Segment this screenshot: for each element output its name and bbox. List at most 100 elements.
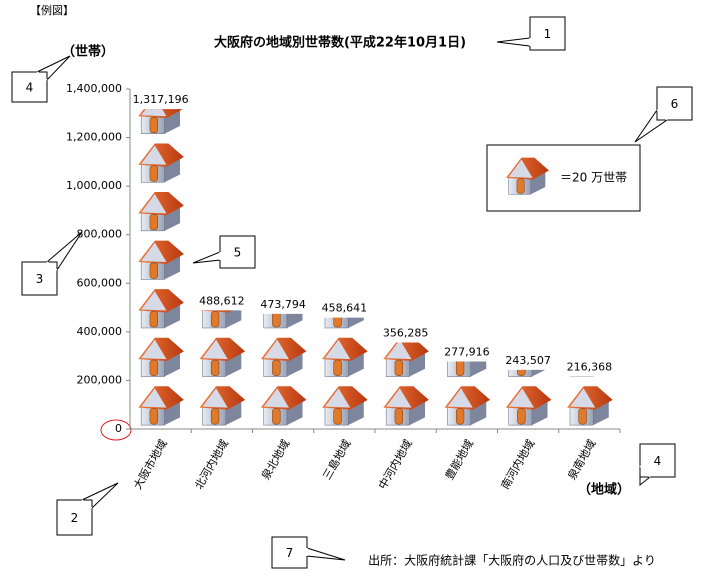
icon-gable	[508, 388, 534, 408]
icon-gable	[570, 340, 595, 359]
value-label: 473,794	[260, 298, 306, 311]
bar	[383, 342, 429, 426]
icon	[199, 310, 242, 329]
callout-box	[56, 499, 93, 536]
icon-door	[455, 361, 465, 376]
icon	[322, 337, 368, 377]
icon	[383, 386, 429, 426]
icon	[383, 342, 429, 377]
y-tick-label: 1,400,000	[66, 82, 122, 95]
x-tick-label: 中河内地域	[375, 437, 415, 492]
bar	[260, 313, 307, 426]
icon-gable	[386, 388, 412, 408]
icon	[447, 361, 487, 377]
icon	[505, 386, 552, 426]
icon-door	[517, 369, 526, 376]
icon-door	[210, 359, 220, 376]
y-tick-label: 200,000	[77, 373, 123, 386]
icon	[508, 369, 546, 377]
icon	[138, 109, 183, 134]
icon	[138, 240, 184, 280]
icon-roof	[567, 338, 613, 361]
value-label: 458,641	[322, 302, 368, 315]
icon-door	[149, 359, 159, 376]
x-tick-label: 三島地域	[319, 437, 353, 482]
icon-side	[470, 361, 487, 377]
icon	[199, 337, 246, 377]
icon-gable	[263, 388, 289, 408]
icon	[138, 289, 184, 329]
callout-box	[639, 443, 676, 478]
x-tick-label: 南河内地域	[498, 437, 538, 492]
icon-side	[287, 313, 303, 328]
zero-highlight	[100, 419, 132, 441]
icon-door	[333, 359, 342, 376]
chart-title: 大阪府の地域別世帯数(平成22年10月1日)	[214, 35, 466, 51]
y-tick-label: 600,000	[77, 276, 123, 289]
callout-pointer	[496, 37, 531, 47]
callout-box	[219, 235, 256, 269]
icon-door	[149, 214, 159, 231]
icon-gable	[324, 339, 351, 360]
callout-gap	[46, 261, 58, 271]
icon	[199, 386, 246, 426]
bar	[199, 310, 246, 426]
icon-door	[516, 178, 525, 194]
bar	[444, 361, 491, 426]
value-label: 243,507	[505, 354, 551, 367]
note-label: 【例図】	[30, 3, 74, 17]
icon	[138, 143, 184, 183]
icon-gable	[141, 388, 167, 408]
icon-door	[578, 408, 587, 425]
icon-door	[333, 317, 342, 328]
bar	[505, 369, 552, 426]
icon	[138, 386, 184, 426]
callout-label: 5	[234, 246, 242, 260]
value-label: 488,612	[199, 294, 245, 307]
icon-door	[149, 262, 159, 279]
icon-gable	[569, 388, 596, 408]
y-tick-label: 800,000	[77, 228, 123, 241]
x-tick-label: 豊能地域	[442, 437, 476, 482]
legend-label: ＝20 万世帯	[560, 171, 627, 185]
icon-door	[149, 165, 159, 182]
icon-gable	[508, 159, 533, 178]
callout-pointer	[192, 251, 221, 264]
icon-gable	[141, 193, 167, 214]
icon	[567, 386, 613, 426]
callout-label: 7	[286, 546, 294, 560]
icon-door	[210, 408, 220, 425]
y-tick-label: 1,200,000	[66, 131, 122, 144]
icon-gable	[141, 145, 167, 165]
callout-label: 4	[654, 454, 662, 468]
icon	[138, 192, 184, 232]
icon-door	[333, 408, 342, 425]
icon-door	[517, 408, 526, 425]
x-tick-label: 大阪市地域	[130, 437, 170, 492]
icon-door	[272, 359, 281, 376]
icon	[444, 386, 491, 426]
icon-gable	[324, 388, 351, 408]
callout-label: 4	[26, 81, 34, 95]
icon-door	[272, 408, 281, 425]
icon	[263, 313, 303, 329]
callout-gap	[36, 71, 48, 81]
y-tick-label: 400,000	[77, 325, 123, 338]
icon-gable	[386, 342, 412, 360]
y-tick-label: 1,000,000	[66, 179, 122, 192]
x-tick-label: 泉北地域	[258, 437, 292, 482]
value-label: 216,368	[567, 360, 613, 373]
icon-door	[394, 359, 404, 376]
callout-label: 6	[671, 97, 679, 111]
icon-side	[225, 310, 242, 328]
icon-gable	[263, 339, 289, 360]
callout-box	[271, 536, 308, 569]
callout-box	[529, 16, 566, 51]
x-tick-label: 北河内地域	[191, 437, 231, 492]
icon	[260, 337, 307, 377]
bar	[567, 338, 613, 426]
callout-pointer	[306, 547, 346, 561]
y-axis-label: （世帯）	[62, 44, 114, 60]
callout-box	[11, 71, 48, 103]
